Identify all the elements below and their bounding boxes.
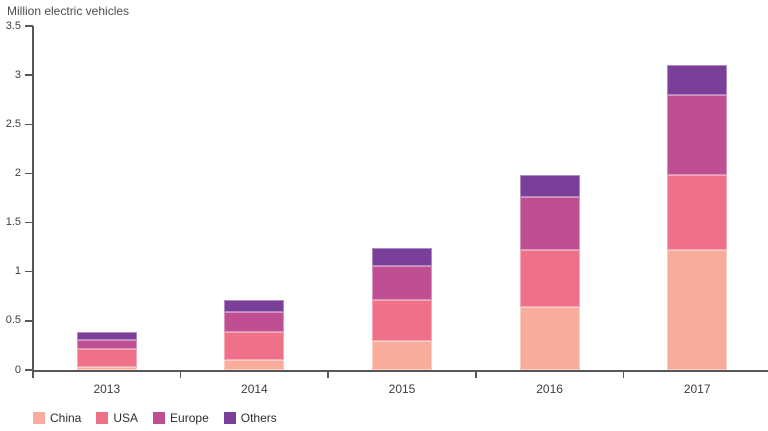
x-tick xyxy=(32,371,34,378)
x-tick-label-2015: 2015 xyxy=(388,382,416,396)
x-tick-label-2017: 2017 xyxy=(683,382,711,396)
bar-segment-others-2013 xyxy=(76,331,137,340)
y-tick xyxy=(25,270,33,273)
y-tick-label: 2 xyxy=(14,166,21,179)
y-tick xyxy=(25,369,33,371)
legend-swatch-europe xyxy=(153,412,166,424)
legend-swatch-others xyxy=(223,412,236,424)
x-axis-line xyxy=(32,369,768,372)
bar-segment-usa-2015 xyxy=(372,300,432,341)
bar-segment-europe-2015 xyxy=(372,265,432,301)
x-tick-label-2016: 2016 xyxy=(536,382,563,396)
y-tick xyxy=(25,172,33,175)
bar-segment-china-2013 xyxy=(76,367,137,370)
x-tick-label-2014: 2014 xyxy=(241,382,268,396)
bar-segment-china-2017 xyxy=(667,250,728,370)
y-tick-label: 1.5 xyxy=(5,216,21,229)
legend-item-europe: Europe xyxy=(153,411,209,425)
legend-item-usa: USA xyxy=(96,411,138,425)
legend-item-china: China xyxy=(33,411,81,425)
x-tick xyxy=(475,371,477,378)
legend-swatch-usa xyxy=(96,412,109,424)
y-tick xyxy=(25,74,33,76)
y-tick-label: 1 xyxy=(14,265,21,278)
legend-label: Europe xyxy=(170,411,209,425)
y-tick-label: 0.5 xyxy=(5,314,21,327)
bar-segment-china-2014 xyxy=(224,360,285,370)
y-tick xyxy=(25,320,33,322)
bar-segment-others-2014 xyxy=(224,300,285,312)
legend-label: Others xyxy=(240,411,277,425)
bar-segment-europe-2014 xyxy=(224,312,285,332)
bar-segment-europe-2016 xyxy=(519,197,580,251)
bar-segment-usa-2014 xyxy=(224,331,285,361)
y-tick-label: 3 xyxy=(14,68,21,81)
bar-segment-others-2017 xyxy=(667,65,728,95)
bar-segment-usa-2017 xyxy=(667,175,728,251)
y-axis-line xyxy=(32,26,34,378)
y-tick xyxy=(25,25,33,27)
bar-segment-europe-2017 xyxy=(667,94,728,176)
legend-item-others: Others xyxy=(223,411,277,425)
legend-label: USA xyxy=(113,411,139,425)
x-tick-label-2013: 2013 xyxy=(93,382,121,396)
bar-segment-usa-2013 xyxy=(76,349,137,368)
y-tick-label: 0 xyxy=(14,363,21,376)
legend-label: China xyxy=(50,411,82,425)
chart-title: Million electric vehicles xyxy=(7,4,130,18)
bar-segment-others-2016 xyxy=(519,175,580,197)
bar-segment-usa-2016 xyxy=(519,250,580,308)
legend-swatch-china xyxy=(33,412,45,424)
legend: China USA Europe Others xyxy=(33,411,277,425)
bar-segment-china-2016 xyxy=(519,307,580,370)
bar-segment-others-2015 xyxy=(372,248,432,266)
y-tick-label: 2.5 xyxy=(5,117,21,130)
bar-segment-europe-2013 xyxy=(76,339,137,350)
x-tick xyxy=(179,371,182,378)
y-tick xyxy=(25,123,33,126)
x-tick xyxy=(622,371,625,378)
x-tick xyxy=(327,371,329,378)
y-tick xyxy=(25,221,33,224)
y-tick-label: 3.5 xyxy=(5,19,21,32)
bar-segment-china-2015 xyxy=(372,340,432,370)
